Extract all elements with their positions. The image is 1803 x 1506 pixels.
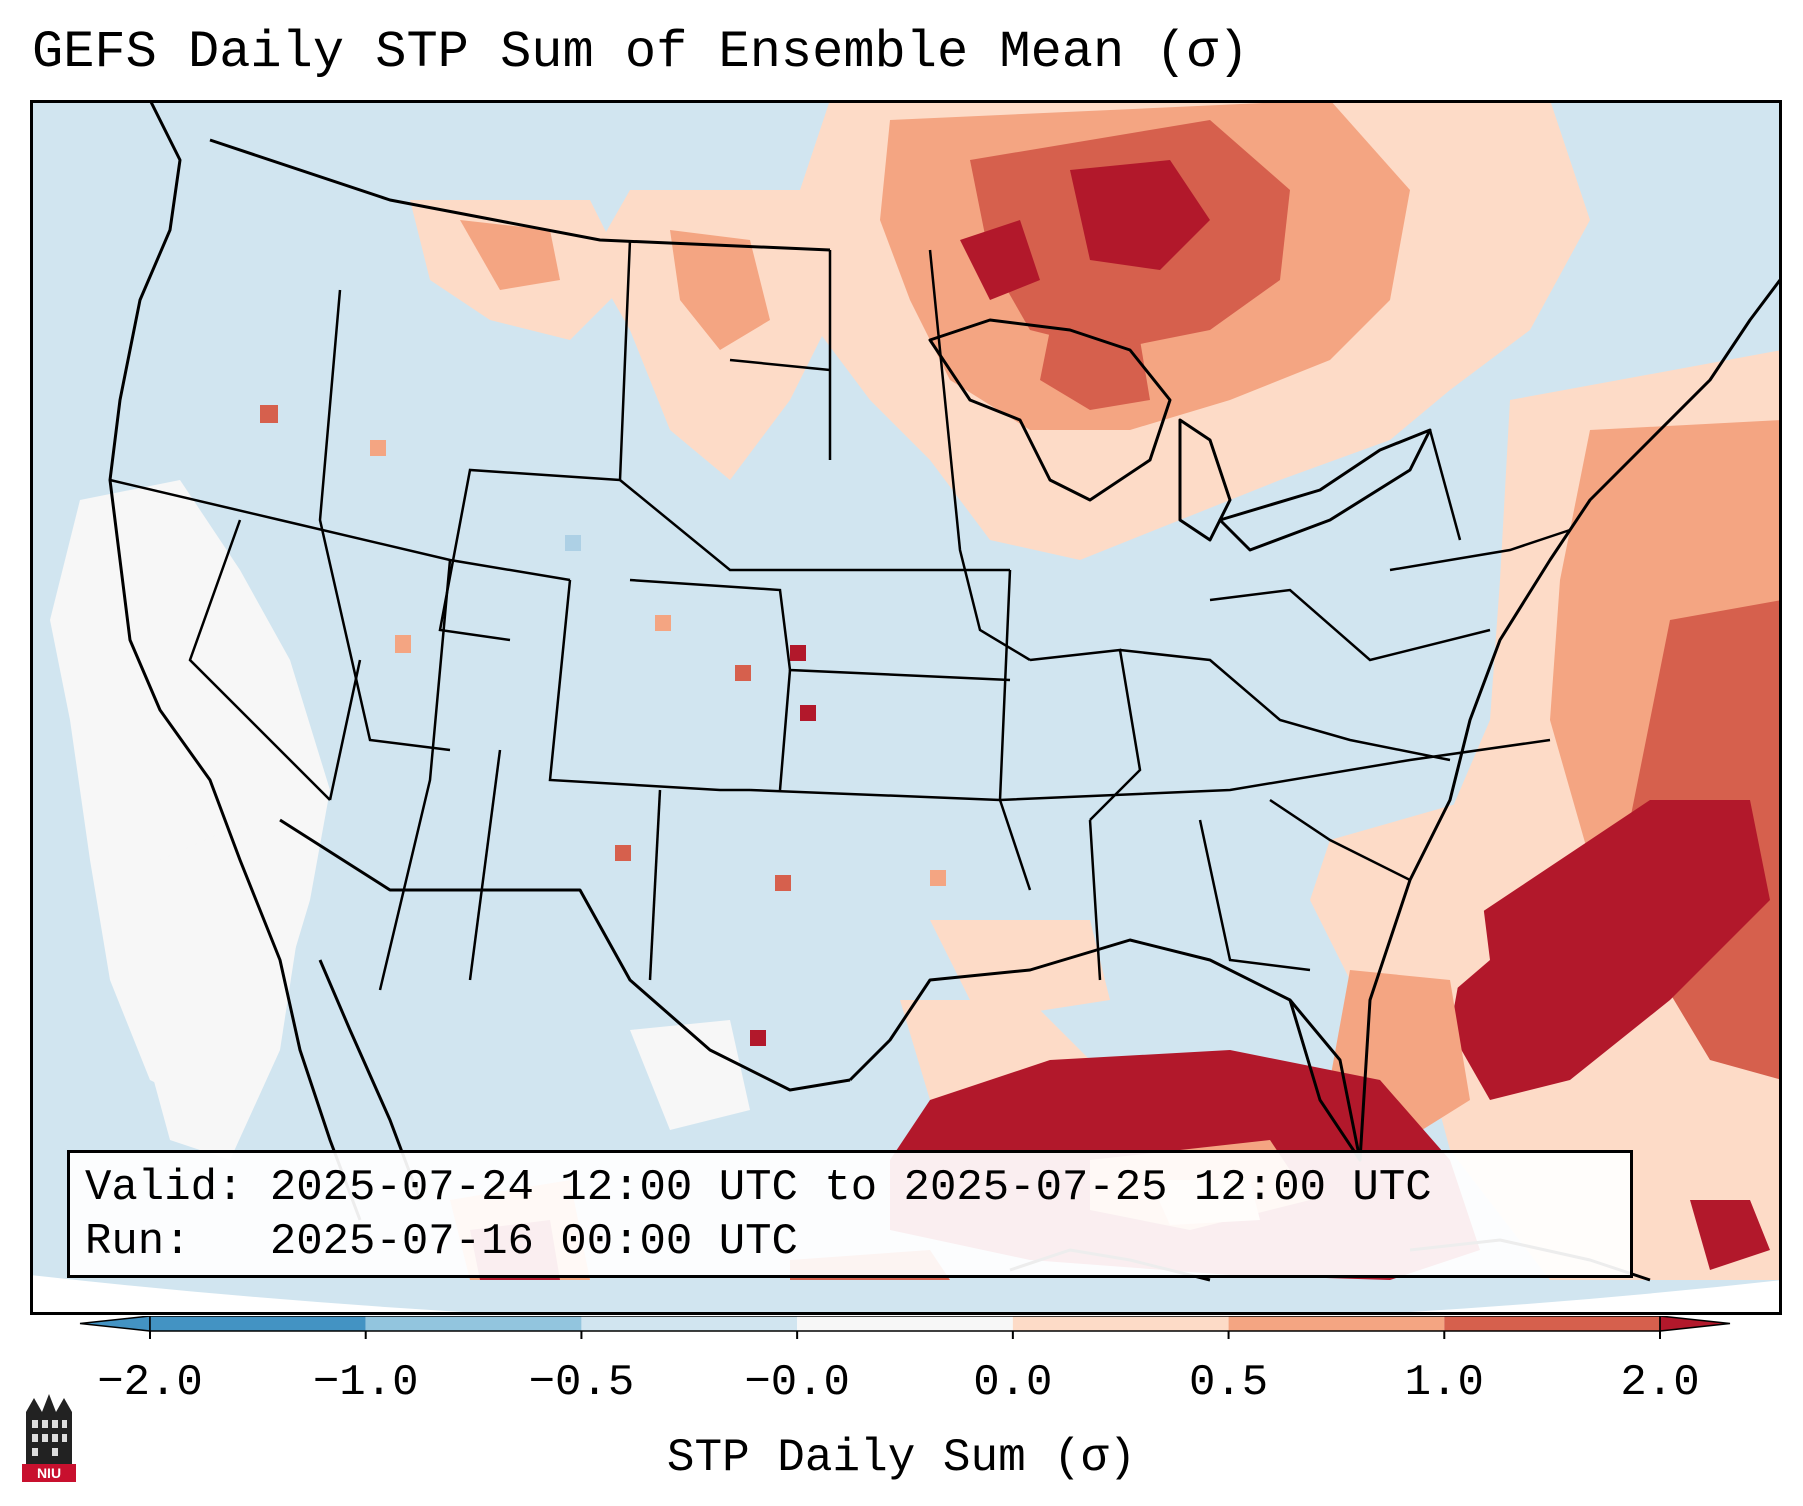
colorbar: −2.0 −1.0 −0.5 −0.0 0.0 0.5 1.0 2.0 [70, 1315, 1740, 1426]
coastlines-and-borders [108, 100, 1782, 1282]
colorbar-bin [365, 1316, 582, 1331]
valid-label: Valid: [85, 1163, 244, 1213]
run-label: Run: [85, 1217, 191, 1267]
colorbar-label: STP Daily Sum (σ) [666, 1432, 1137, 1484]
colorbar-tick-label: 0.5 [1189, 1358, 1268, 1408]
near-zero-region-pacific [50, 480, 750, 1160]
colorbar-bin [1444, 1316, 1660, 1331]
colorbar-tick-label: 0.0 [973, 1358, 1052, 1408]
colorbar-tick-label: 2.0 [1620, 1358, 1699, 1408]
colorbar-bin [797, 1316, 1013, 1331]
map-panel [30, 100, 1782, 1315]
logo-text: NIU [37, 1465, 61, 1481]
map-border [30, 100, 1782, 1315]
run-value: 2025-07-16 00:00 UTC [269, 1217, 798, 1267]
colorbar-bin [150, 1316, 366, 1331]
niu-logo: NIU [20, 1392, 78, 1484]
valid-value: 2025-07-24 12:00 UTC to 2025-07-25 12:00… [269, 1163, 1432, 1213]
state-boundaries [109, 239, 1571, 991]
colorbar-tick-label: −0.5 [529, 1358, 635, 1408]
colorbar-extend-high [1659, 1315, 1731, 1332]
colorbar-bin [581, 1316, 798, 1331]
colorbar-outline [149, 1315, 1661, 1332]
map-title: GEFS Daily STP Sum of Ensemble Mean (σ) [32, 23, 1249, 82]
colorbar-extend-low [79, 1315, 151, 1332]
info-box: Valid: 2025-07-24 12:00 UTC to 2025-07-2… [67, 1150, 1633, 1278]
colorbar-tick-label: −1.0 [313, 1358, 419, 1408]
colorbar-tick-label: 1.0 [1405, 1358, 1484, 1408]
colorbar-tick-label: −0.0 [744, 1358, 850, 1408]
colorbar-bin [1228, 1316, 1445, 1331]
colorbar-bin [1012, 1316, 1229, 1331]
colorbar-tick-label: −2.0 [97, 1358, 203, 1408]
